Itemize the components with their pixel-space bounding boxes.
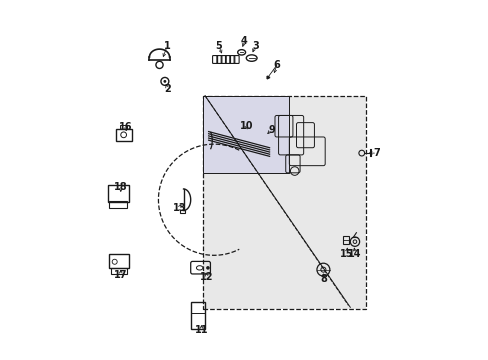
Text: 7: 7	[373, 148, 380, 158]
Bar	[107, 185, 129, 202]
Bar	[190, 302, 204, 329]
Bar	[109, 201, 127, 208]
Text: 13: 13	[172, 203, 185, 213]
Text: 14: 14	[347, 248, 361, 258]
Text: 18: 18	[114, 182, 127, 192]
Text: 17: 17	[114, 270, 127, 280]
Bar	[343, 236, 348, 244]
Bar	[203, 96, 366, 309]
Text: 1: 1	[163, 41, 170, 50]
Bar	[203, 96, 366, 309]
Bar	[203, 96, 289, 173]
Bar	[180, 210, 185, 213]
Text: 8: 8	[319, 274, 326, 284]
Text: 16: 16	[119, 122, 133, 132]
Circle shape	[163, 80, 166, 83]
Text: 9: 9	[267, 125, 274, 135]
Bar	[111, 267, 127, 274]
Text: 3: 3	[251, 41, 258, 50]
Text: 2: 2	[163, 84, 170, 94]
Text: 11: 11	[194, 325, 208, 335]
Bar	[120, 125, 127, 129]
Text: 10: 10	[239, 121, 252, 131]
Text: 15: 15	[339, 248, 353, 258]
Text: 6: 6	[273, 60, 280, 70]
Bar	[116, 129, 132, 141]
Text: 5: 5	[215, 41, 222, 50]
Bar	[109, 254, 129, 268]
Text: 4: 4	[241, 36, 247, 46]
Text: 12: 12	[200, 272, 213, 282]
Circle shape	[206, 266, 209, 270]
